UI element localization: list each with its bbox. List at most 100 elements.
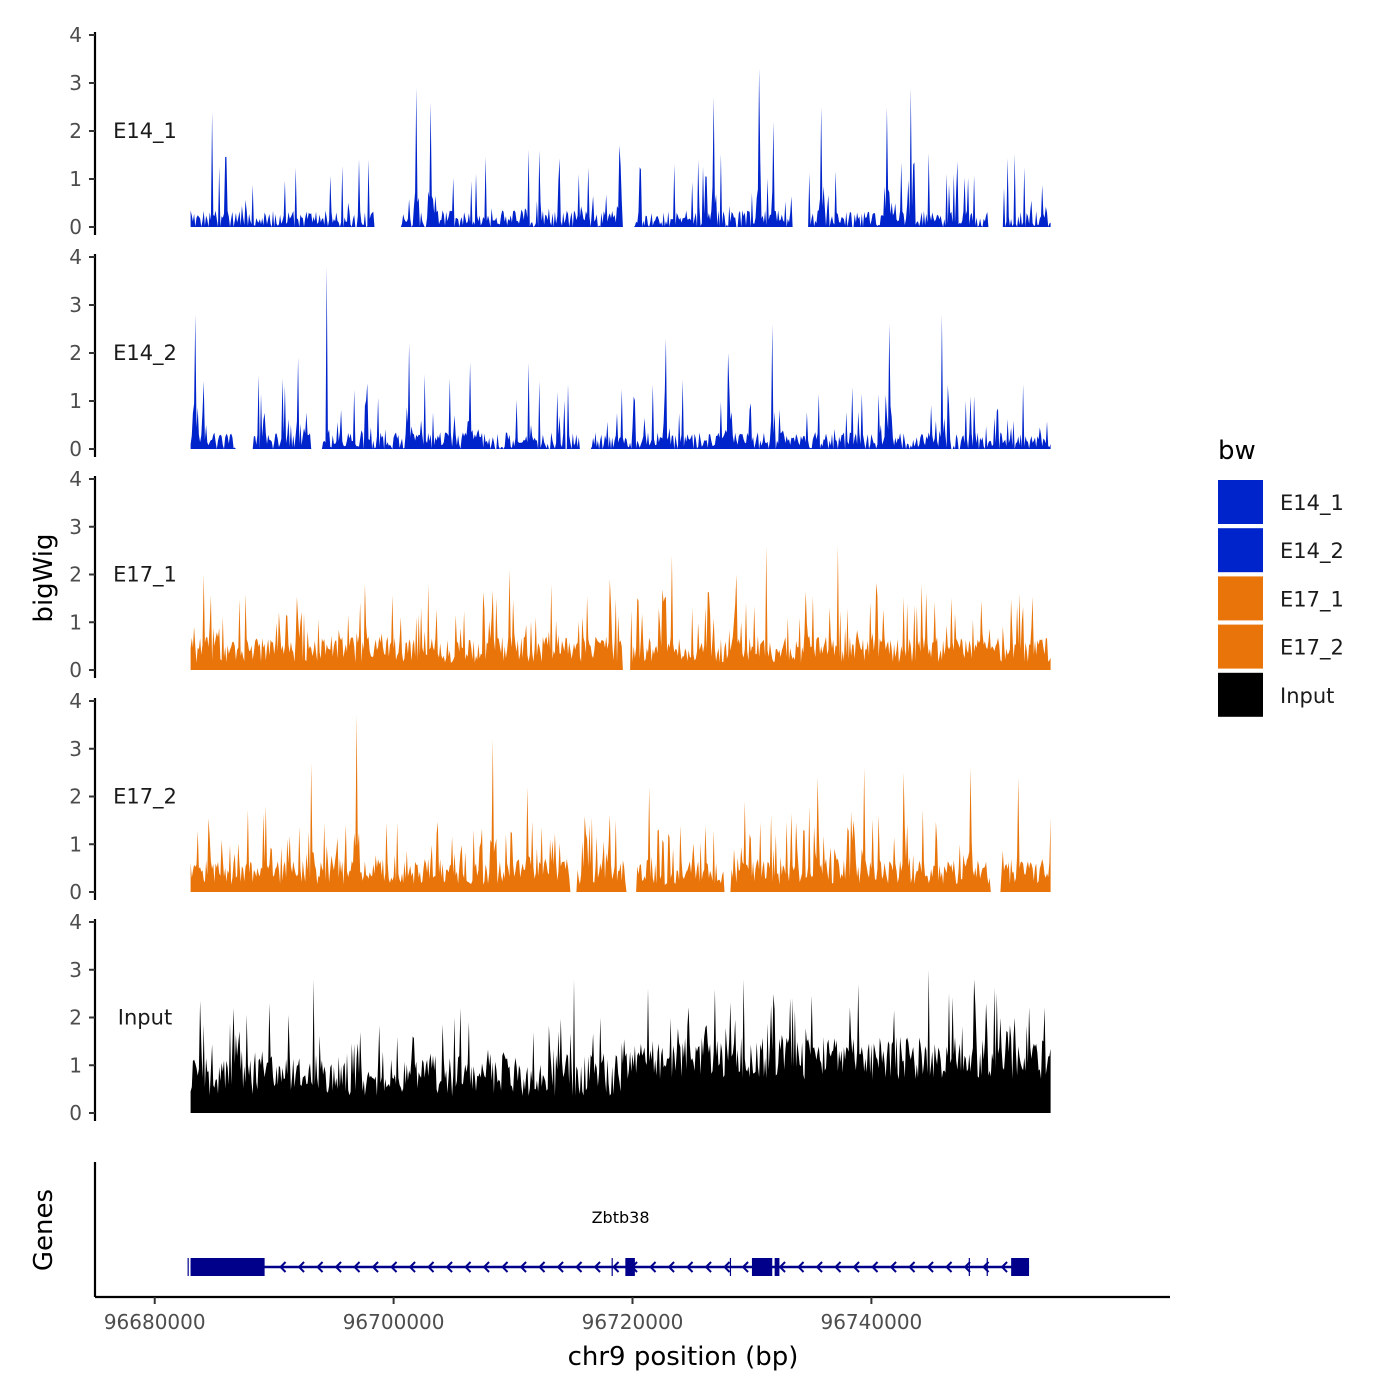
strand-arrow <box>723 1261 731 1273</box>
coverage-area <box>190 266 1051 449</box>
gene-zbtb38: Zbtb38 <box>187 1208 1030 1276</box>
strand-arrow <box>963 1261 971 1273</box>
legend-label: Input <box>1280 684 1334 708</box>
genes-panel-label: Genes <box>29 1189 59 1271</box>
strand-arrow <box>926 1261 934 1273</box>
gene-exon <box>625 1258 635 1276</box>
legend-item-e14-2: E14_2 <box>1218 528 1344 573</box>
gene-exon <box>751 1258 773 1276</box>
strand-arrow <box>482 1261 490 1273</box>
strand-arrow <box>371 1261 379 1273</box>
y-tick-label: 1 <box>69 167 82 191</box>
y-tick-label: 0 <box>69 880 82 904</box>
y-tick-label: 3 <box>69 737 82 761</box>
y-tick-label: 1 <box>69 1053 82 1077</box>
y-tick-label: 1 <box>69 610 82 634</box>
x-tick-label: 96720000 <box>582 1310 684 1334</box>
coverage-area <box>190 715 1051 892</box>
strand-arrow <box>612 1261 620 1273</box>
strand-arrow <box>408 1261 416 1273</box>
legend-label: E17_2 <box>1280 636 1344 661</box>
legend-label: E17_1 <box>1280 587 1344 612</box>
strand-arrow <box>353 1261 361 1273</box>
strand-arrow <box>501 1261 509 1273</box>
strand-arrow <box>704 1261 712 1273</box>
strand-arrow <box>686 1261 694 1273</box>
strand-arrow <box>667 1261 675 1273</box>
strand-arrow <box>316 1261 324 1273</box>
legend-item-e17-1: E17_1 <box>1218 576 1344 621</box>
legend-swatch <box>1218 528 1263 573</box>
y-tick-label: 4 <box>69 245 82 269</box>
strand-arrow <box>464 1261 472 1273</box>
gene-label: Zbtb38 <box>592 1208 650 1227</box>
track-label: E14_2 <box>113 341 177 366</box>
legend-swatch <box>1218 672 1263 717</box>
strand-arrow <box>778 1261 786 1273</box>
coverage-area <box>190 545 1051 670</box>
strand-arrow <box>797 1261 805 1273</box>
track-e17-2: 0 1 2 3 4 E17_2 <box>69 689 1051 904</box>
strand-arrow <box>834 1261 842 1273</box>
strand-arrow <box>390 1261 398 1273</box>
track-input: 0 1 2 3 4 Input <box>69 910 1051 1125</box>
legend-item-e14-1: E14_1 <box>1218 480 1344 524</box>
y-tick-label: 0 <box>69 437 82 461</box>
strand-arrow <box>279 1261 287 1273</box>
legend-label: E14_1 <box>1280 491 1344 516</box>
strand-arrow <box>741 1261 749 1273</box>
strand-arrow <box>556 1261 564 1273</box>
track-e17-1: 0 1 2 3 4 E17_1 <box>69 467 1051 682</box>
y-tick-label: 3 <box>69 293 82 317</box>
y-tick-label: 2 <box>69 1006 82 1030</box>
legend-swatch <box>1218 480 1263 524</box>
track-e14-1: 0 1 2 3 4 E14_1 <box>69 23 1051 239</box>
tracks-layer: 0 1 2 3 4 E14_1 0 1 2 3 4 E14_2 0 1 2 3 4 E17_1 0 1 2 3 4 E17_2… <box>69 23 1051 1125</box>
y-tick-label: 4 <box>69 467 82 491</box>
strand-arrow <box>1000 1261 1008 1273</box>
strand-arrow <box>649 1261 657 1273</box>
track-e14-2: 0 1 2 3 4 E14_2 <box>69 245 1051 461</box>
x-tick-label: 96740000 <box>820 1310 922 1334</box>
strand-arrow <box>871 1261 879 1273</box>
y-tick-label: 3 <box>69 515 82 539</box>
strand-arrow <box>889 1261 897 1273</box>
strand-arrow <box>945 1261 953 1273</box>
y-axis-title: bigWig <box>29 533 59 622</box>
y-tick-label: 0 <box>69 1101 82 1125</box>
strand-arrow <box>852 1261 860 1273</box>
y-tick-label: 4 <box>69 23 82 47</box>
y-tick-label: 0 <box>69 658 82 682</box>
y-tick-label: 4 <box>69 910 82 934</box>
legend-label: E14_2 <box>1280 539 1344 564</box>
y-tick-label: 3 <box>69 71 82 95</box>
x-tick-label: 96700000 <box>343 1310 445 1334</box>
gene-exon <box>1011 1258 1030 1276</box>
track-label: E17_1 <box>113 563 177 588</box>
y-tick-label: 2 <box>69 341 82 365</box>
y-tick-label: 3 <box>69 958 82 982</box>
strand-arrow <box>334 1261 342 1273</box>
strand-arrow <box>538 1261 546 1273</box>
strand-arrow <box>519 1261 527 1273</box>
coverage-area <box>190 68 1051 227</box>
strand-arrow <box>575 1261 583 1273</box>
y-tick-label: 4 <box>69 689 82 713</box>
legend-title: bw <box>1218 436 1256 466</box>
gene-exon <box>190 1258 265 1276</box>
track-label: E14_1 <box>113 119 177 144</box>
y-tick-label: 2 <box>69 785 82 809</box>
strand-arrow <box>427 1261 435 1273</box>
y-tick-label: 0 <box>69 215 82 239</box>
legend-swatch <box>1218 624 1263 669</box>
track-label: E17_2 <box>113 785 177 810</box>
genes-layer: Zbtb38 <box>93 1162 1030 1297</box>
strand-arrow <box>297 1261 305 1273</box>
y-tick-label: 1 <box>69 389 82 413</box>
y-tick-label: 1 <box>69 832 82 856</box>
x-axis-title: chr9 position (bp) <box>568 1342 799 1372</box>
track-label: Input <box>118 1006 172 1030</box>
legend-item-input: Input <box>1218 672 1334 717</box>
legend: bw E14_1 E14_2 E17_1 E17_2 Input <box>1218 436 1344 717</box>
